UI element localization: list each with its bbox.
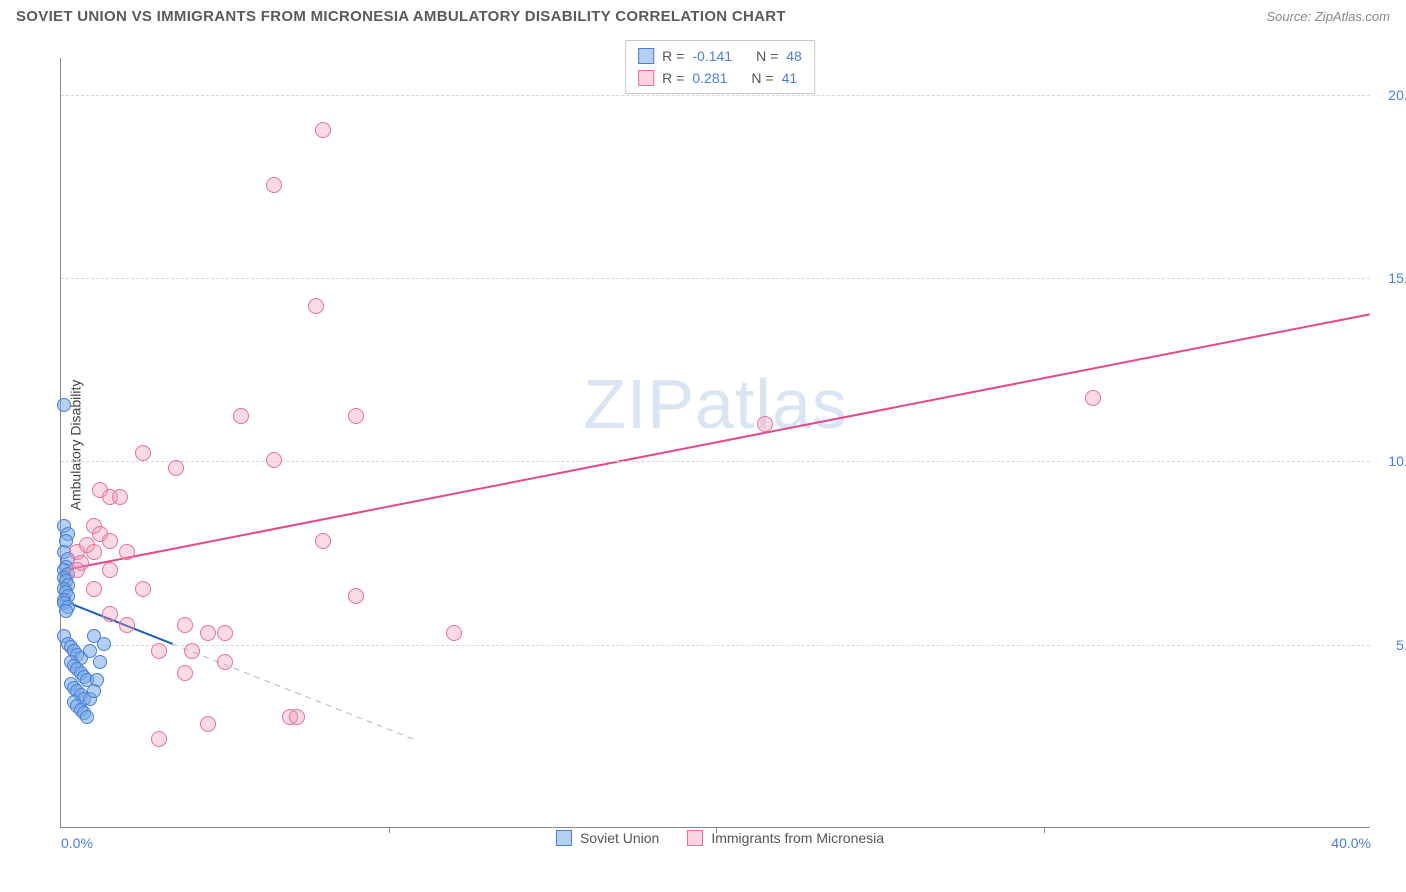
data-point xyxy=(57,398,71,412)
legend-row-soviet: R = -0.141 N = 48 xyxy=(638,45,802,67)
data-point xyxy=(83,644,97,658)
data-point xyxy=(168,460,184,476)
y-tick-label: 10.0% xyxy=(1388,453,1406,469)
data-point xyxy=(289,709,305,725)
source-attribution: Source: ZipAtlas.com xyxy=(1266,9,1390,24)
data-point xyxy=(102,562,118,578)
data-point xyxy=(119,617,135,633)
x-tick-label: 0.0% xyxy=(61,835,93,851)
scatter-plot: ZIPatlas 5.0%10.0%15.0%20.0%0.0%40.0% xyxy=(60,58,1370,828)
data-point xyxy=(135,445,151,461)
data-point xyxy=(184,643,200,659)
data-point xyxy=(348,588,364,604)
swatch-icon xyxy=(638,48,654,64)
swatch-icon xyxy=(687,830,703,846)
data-point xyxy=(315,122,331,138)
data-point xyxy=(80,710,94,724)
data-point xyxy=(200,625,216,641)
x-tick xyxy=(389,827,390,833)
data-point xyxy=(93,655,107,669)
x-tick-label: 40.0% xyxy=(1331,835,1371,851)
data-point xyxy=(1085,390,1101,406)
data-point xyxy=(446,625,462,641)
chart-title: SOVIET UNION VS IMMIGRANTS FROM MICRONES… xyxy=(16,8,786,25)
data-point xyxy=(757,416,773,432)
data-point xyxy=(217,625,233,641)
data-point xyxy=(59,604,73,618)
data-point xyxy=(266,177,282,193)
data-point xyxy=(266,452,282,468)
y-tick-label: 20.0% xyxy=(1388,87,1406,103)
swatch-icon xyxy=(556,830,572,846)
data-point xyxy=(200,716,216,732)
x-tick xyxy=(1044,827,1045,833)
chart-container: Ambulatory Disability R = -0.141 N = 48 … xyxy=(50,40,1390,850)
data-point xyxy=(119,544,135,560)
data-point xyxy=(233,408,249,424)
watermark-text: ZIPatlas xyxy=(583,364,848,444)
data-point xyxy=(86,581,102,597)
legend-item-soviet: Soviet Union xyxy=(556,830,659,846)
data-point xyxy=(102,606,118,622)
data-point xyxy=(177,665,193,681)
correlation-legend: R = -0.141 N = 48 R = 0.281 N = 41 xyxy=(625,40,815,94)
y-tick-label: 5.0% xyxy=(1396,637,1406,653)
data-point xyxy=(151,731,167,747)
gridline xyxy=(61,461,1370,462)
gridline xyxy=(61,95,1370,96)
gridline xyxy=(61,645,1370,646)
data-point xyxy=(151,643,167,659)
swatch-icon xyxy=(638,70,654,86)
data-point xyxy=(86,544,102,560)
legend-row-micronesia: R = 0.281 N = 41 xyxy=(638,67,802,89)
data-point xyxy=(177,617,193,633)
data-point xyxy=(87,629,101,643)
data-point xyxy=(102,533,118,549)
data-point xyxy=(348,408,364,424)
data-point xyxy=(315,533,331,549)
data-point xyxy=(69,562,85,578)
y-tick-label: 15.0% xyxy=(1388,270,1406,286)
data-point xyxy=(112,489,128,505)
data-point xyxy=(87,684,101,698)
gridline xyxy=(61,278,1370,279)
series-legend: Soviet Union Immigrants from Micronesia xyxy=(556,830,884,846)
data-point xyxy=(135,581,151,597)
data-point xyxy=(308,298,324,314)
data-point xyxy=(217,654,233,670)
legend-item-micronesia: Immigrants from Micronesia xyxy=(687,830,884,846)
trend-lines xyxy=(61,58,1370,827)
